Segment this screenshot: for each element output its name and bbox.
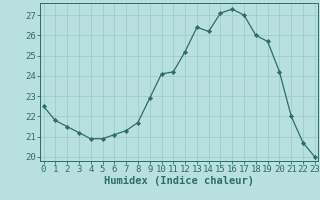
X-axis label: Humidex (Indice chaleur): Humidex (Indice chaleur) bbox=[104, 176, 254, 186]
